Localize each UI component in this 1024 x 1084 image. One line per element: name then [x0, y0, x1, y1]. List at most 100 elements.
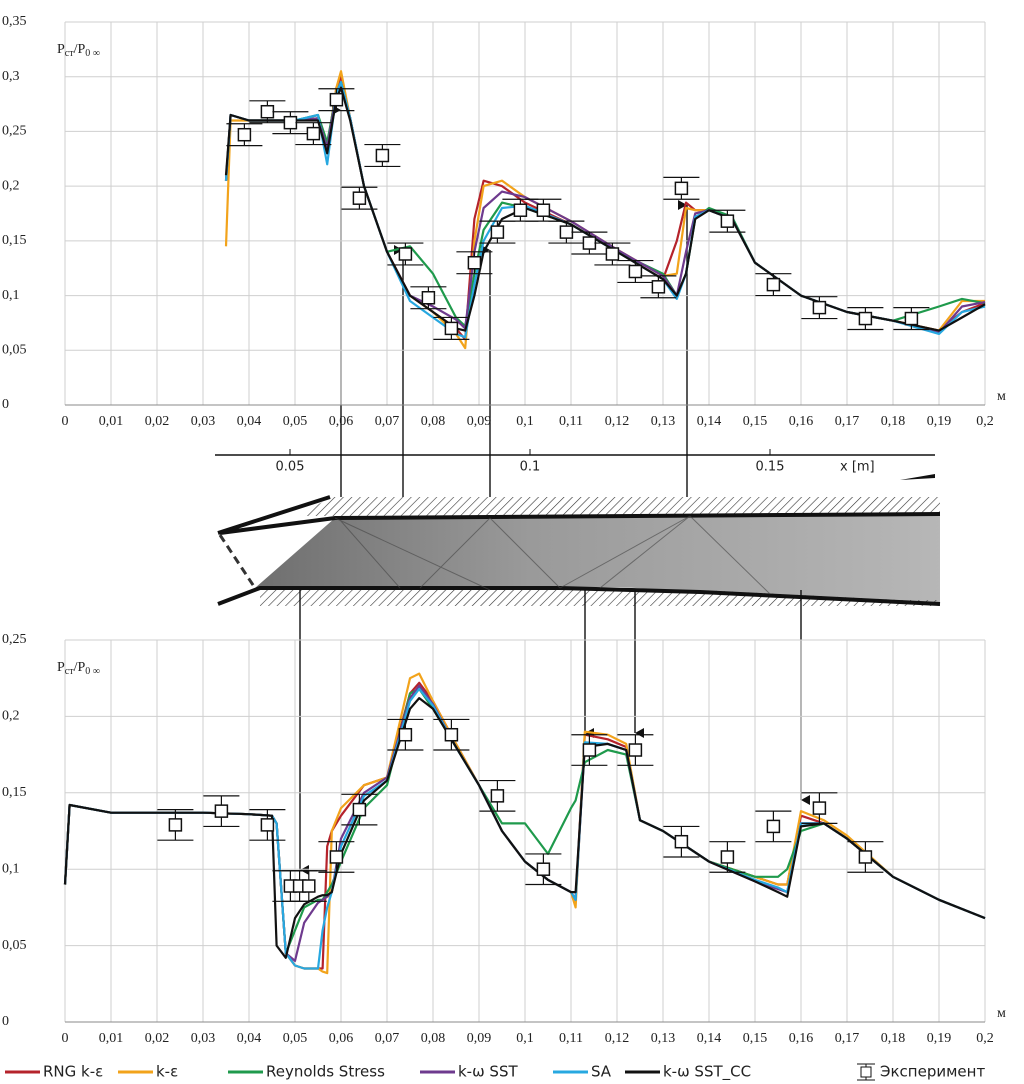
- experiment-point: [467, 255, 482, 270]
- experiment-point: [858, 311, 873, 326]
- scale-label: 0.1: [520, 460, 541, 475]
- scale-title: x [m]: [840, 460, 875, 475]
- y-tick-label: 0,25: [2, 632, 27, 647]
- experiment-point: [904, 311, 919, 326]
- x-tick-label: 0,06: [329, 414, 354, 429]
- legend-label: SA: [591, 1063, 612, 1081]
- y-label-part: ст: [65, 666, 74, 677]
- experiment-point: [582, 236, 597, 250]
- experiment-point: [444, 321, 459, 336]
- experiment-point: [306, 126, 321, 141]
- experiment-point: [720, 214, 735, 228]
- x-tick-label: 0,01: [99, 1031, 124, 1046]
- experiment-point: [812, 300, 827, 315]
- x-tick-label: 0,02: [145, 414, 170, 429]
- experiment-point: [302, 879, 316, 893]
- x-tick-label: 0,18: [881, 1031, 906, 1046]
- experiment-point: [421, 291, 436, 305]
- y-tick-label: 0,05: [2, 938, 27, 953]
- x-tick-label: 0,05: [283, 414, 308, 429]
- x-unit: м: [997, 389, 1006, 404]
- schlieren-image: 0.05 0.1 0.15 x [m]: [215, 449, 941, 606]
- flow-field: [255, 514, 940, 603]
- x-tick-label: 0,03: [191, 414, 216, 429]
- y-tick-label: 0,35: [2, 14, 27, 29]
- experiment-point: [582, 743, 597, 757]
- experiment-point: [559, 225, 574, 239]
- experiment-point: [674, 834, 689, 849]
- x-tick-label: 0,17: [835, 414, 860, 429]
- y-label-part: /P: [74, 660, 86, 675]
- scale-label: 0.15: [756, 460, 785, 475]
- series-line: [224, 81, 986, 328]
- series-line: [63, 697, 986, 959]
- experiment-point: [168, 818, 183, 832]
- x-tick-label: 0,14: [697, 1031, 722, 1046]
- x-tick-label: 0,16: [789, 1031, 814, 1046]
- series-line: [224, 70, 985, 350]
- experiment-point: [352, 191, 367, 205]
- y-tick-label: 0,1: [2, 288, 20, 303]
- experiment-point: [283, 115, 298, 130]
- x-tick-label: 0,02: [145, 1031, 170, 1046]
- y-label-part: /P: [74, 42, 86, 57]
- x-tick-label: 0,1: [516, 414, 534, 429]
- experiment-point: [628, 743, 643, 757]
- legend-label: Reynolds Stress: [266, 1063, 385, 1081]
- experiment-point: [329, 850, 344, 864]
- y-label-part: P: [57, 42, 65, 57]
- y-tick-label: 0,2: [2, 178, 20, 193]
- experiment-point: [766, 277, 781, 292]
- legend-label: k-ω SST: [458, 1063, 518, 1081]
- experiment-point: [490, 225, 505, 239]
- shock-lines: [334, 515, 771, 595]
- chart: 0 0,05 0,1 0,15 0,2 0,25 0,3 0,35 0 0,01 0,02 0,03 0…: [2, 14, 1006, 429]
- series-line: [224, 86, 986, 332]
- x-tick-label: 0,04: [237, 1031, 262, 1046]
- y-label-part: 0 ∞: [85, 48, 100, 59]
- x-tick-label: 0,2: [976, 414, 994, 429]
- x-tick-label: 0,08: [421, 1031, 446, 1046]
- experiment-point: [812, 801, 827, 815]
- experiment-point: [260, 104, 275, 119]
- series-line: [224, 81, 986, 339]
- x-tick-label: 0,12: [605, 1031, 630, 1046]
- x-tick-label: 0,07: [375, 1031, 400, 1046]
- series-line: [224, 75, 986, 341]
- y-label-part: ст: [65, 48, 74, 59]
- x-tick-label: 0,19: [927, 1031, 952, 1046]
- y-label: Pст/P0 ∞: [57, 660, 100, 677]
- experiment-point: [329, 92, 344, 107]
- chart: 0 0,05 0,1 0,15 0,2 0,25 0 0,01 0,02 0,03 0,04 0,05…: [2, 632, 1006, 1081]
- cowl-line: [218, 534, 257, 589]
- legend-label: k-ε: [156, 1063, 178, 1081]
- x-tick-label: 0,06: [329, 1031, 354, 1046]
- experiment-point: [444, 727, 459, 742]
- x-unit: м: [997, 1006, 1006, 1021]
- x-tick-label: 0,16: [789, 414, 814, 429]
- x-tick-label: 0,11: [559, 1031, 583, 1046]
- y-tick-label: 0,2: [2, 709, 20, 724]
- experiment-point: [628, 264, 643, 279]
- y-tick-label: 0,3: [2, 69, 20, 84]
- x-tick-label: 0,04: [237, 414, 262, 429]
- x-tick-label: 0,03: [191, 1031, 216, 1046]
- scale: 0.05 0.1 0.15 x [m]: [276, 449, 875, 475]
- experiment-point: [398, 727, 413, 742]
- x-tick-label: 0,07: [375, 414, 400, 429]
- experiment-point: [237, 127, 252, 142]
- x-tick-label: 0,01: [99, 414, 124, 429]
- x-tick-label: 0,13: [651, 1031, 676, 1046]
- legend-label: RNG k-ε: [43, 1063, 103, 1081]
- y-label: Pст/P0 ∞: [57, 42, 100, 59]
- experiment-point: [398, 247, 413, 261]
- x-tick-label: 0: [62, 414, 69, 429]
- scale-label: 0.05: [276, 460, 305, 475]
- y-label-part: P: [57, 660, 65, 675]
- x-tick-label: 0,13: [651, 414, 676, 429]
- y-tick-label: 0,15: [2, 785, 27, 800]
- x-tick-label: 0,09: [467, 414, 492, 429]
- y-tick-label: 0,05: [2, 343, 27, 358]
- x-tick-label: 0: [62, 1031, 69, 1046]
- experiment-point: [513, 203, 528, 217]
